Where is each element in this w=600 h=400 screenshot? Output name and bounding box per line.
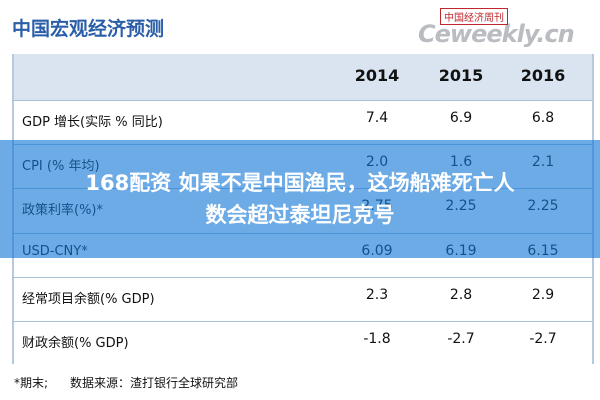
cell-value: 2.3 xyxy=(365,287,389,303)
cell-value: -1.8 xyxy=(363,331,391,347)
row-line xyxy=(12,321,592,322)
cell-value: -2.7 xyxy=(529,331,557,347)
row-label: GDP 增长(实际 % 同比) xyxy=(22,115,163,130)
cell-value: 2.8 xyxy=(449,287,473,303)
row-label: 财政余额(% GDP) xyxy=(22,336,129,351)
cell-value: 6.9 xyxy=(449,110,473,126)
year: 2016 xyxy=(520,66,566,85)
year: 2014 xyxy=(354,66,400,85)
cell-value: 6.8 xyxy=(531,110,555,126)
overlay-text[interactable]: 168配资 如果不是中国渔民，这场船难死亡人数会超过泰坦尼克号 xyxy=(85,171,515,227)
cell-value: -2.7 xyxy=(447,331,475,347)
row-line xyxy=(12,100,592,101)
cell-value: 7.4 xyxy=(365,110,389,126)
cell-value: 2.9 xyxy=(531,287,555,303)
table-header xyxy=(12,54,592,100)
row-line xyxy=(12,277,592,278)
footnote: 数据来源：渣打银行全球研究部 xyxy=(70,376,239,390)
logo-badge: 中国经济周刊 xyxy=(440,8,508,25)
row-label: 经常项目余额(% GDP) xyxy=(22,292,155,307)
footnote: *期末; xyxy=(14,376,49,390)
year: 2015 xyxy=(438,66,484,85)
overlay-banner[interactable]: 168配资 如果不是中国渔民，这场船难死亡人数会超过泰坦尼克号 xyxy=(0,140,600,258)
title: 中国宏观经济预测 xyxy=(12,18,165,40)
